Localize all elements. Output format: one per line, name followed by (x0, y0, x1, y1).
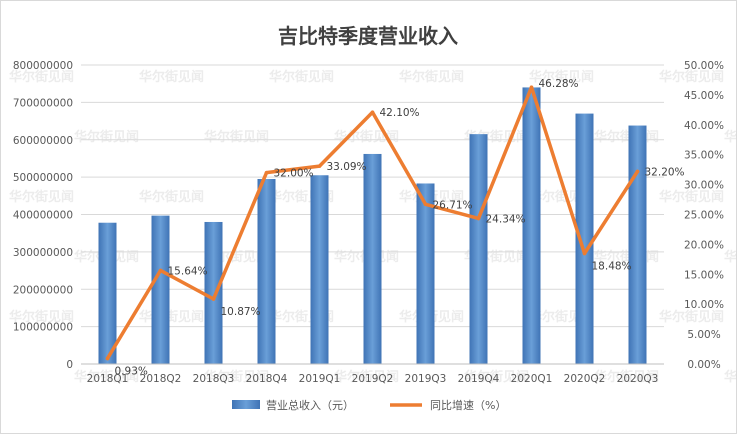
legend-bar-swatch (232, 400, 260, 409)
watermark-text: 华尔街见闻 (724, 369, 736, 385)
right-axis: 0.00% 5.00% 10.00% 15.00% 20.00% 25.00% 30.00%… (684, 60, 724, 371)
watermark-text: 华尔街见闻 (9, 189, 74, 205)
y-left-tick-label: 200000000 (13, 284, 73, 296)
watermark-text: 华尔街见闻 (659, 309, 724, 325)
growth-data-label: 46.28% (539, 78, 579, 90)
revenue-bar (628, 125, 647, 364)
line-series: 0.93% 15.64% 10.87% 32.00% 33.09% 42.10% 26.71… (105, 78, 685, 377)
x-tick-label: 2018Q3 (193, 373, 235, 385)
growth-data-label: 15.64% (168, 265, 208, 277)
growth-point (211, 297, 216, 301)
y-left-tick-label: 0 (66, 359, 73, 371)
y-right-tick-label: 15.00% (684, 269, 724, 281)
watermark-text: 华尔街见闻 (399, 69, 464, 85)
x-tick-label: 2020Q2 (564, 373, 606, 385)
left-axis: 0 100000000 200000000 300000000 400000000 500… (13, 60, 73, 371)
growth-data-label: 26.71% (433, 199, 473, 211)
watermark-text: 华尔街见闻 (529, 69, 594, 85)
watermark-text: 华尔街见闻 (594, 369, 659, 385)
watermark-text: 华尔街见闻 (659, 189, 724, 205)
y-right-tick-label: 0.00% (687, 359, 720, 371)
y-right-tick-label: 50.00% (684, 60, 724, 72)
x-tick-label: 2019Q4 (458, 373, 500, 385)
watermark-text: 华尔街见闻 (724, 249, 736, 265)
watermark-text: 华尔街见闻 (139, 189, 204, 205)
revenue-bar (204, 221, 223, 364)
y-right-tick-label: 45.00% (684, 90, 724, 102)
watermark-text: 华尔街见闻 (659, 69, 724, 85)
watermark-text: 华尔街见闻 (74, 369, 139, 385)
y-left-tick-label: 700000000 (13, 97, 73, 109)
growth-data-label: 32.00% (274, 168, 314, 180)
x-tick-label: 2019Q2 (352, 373, 394, 385)
growth-point (158, 268, 163, 273)
watermark-text: 华尔街见闻 (204, 129, 269, 145)
x-tick-label: 2019Q1 (299, 373, 341, 385)
watermark-text: 华尔街见闻 (724, 129, 736, 145)
watermark-text: 华尔街见闻 (464, 369, 529, 385)
growth-point (476, 216, 481, 221)
legend-line-label: 同比增速（%） (430, 398, 506, 412)
y-left-tick-label: 400000000 (13, 210, 73, 222)
y-left-tick-label: 800000000 (13, 60, 73, 72)
revenue-bar (310, 175, 329, 364)
y-right-tick-label: 25.00% (684, 210, 724, 222)
revenue-bar (98, 222, 117, 364)
x-tick-label: 2019Q3 (405, 373, 447, 385)
watermark-text: 华尔街见闻 (594, 129, 659, 145)
y-left-tick-label: 300000000 (13, 247, 73, 259)
x-tick-label: 2018Q2 (140, 373, 182, 385)
revenue-bar (575, 113, 594, 365)
revenue-bar (522, 87, 541, 365)
legend-bar-label: 营业总收入（元） (266, 398, 354, 412)
x-tick-label: 2020Q3 (617, 373, 659, 385)
x-tick-label: 2020Q1 (511, 373, 553, 385)
chart-title: 吉比特季度营业收入 (278, 24, 458, 48)
growth-point (423, 202, 428, 207)
y-right-tick-label: 20.00% (684, 239, 724, 251)
growth-point (529, 85, 534, 90)
revenue-bar (416, 183, 435, 364)
y-left-tick-label: 100000000 (13, 322, 73, 334)
growth-data-label: 24.34% (486, 213, 526, 225)
growth-data-label: 18.48% (592, 260, 632, 272)
y-right-tick-label: 30.00% (684, 180, 724, 192)
x-axis: 2018Q1 2018Q2 2018Q3 2018Q4 2019Q1 2019Q2 2019… (81, 363, 664, 385)
watermark-text: 华尔街见闻 (334, 369, 399, 385)
x-tick-label: 2018Q1 (87, 373, 129, 385)
watermark-text: 华尔街见闻 (139, 309, 204, 325)
x-tick-label: 2018Q4 (246, 373, 288, 385)
growth-data-label: 10.87% (221, 306, 261, 318)
watermark-text: 华尔街见闻 (9, 309, 74, 325)
y-right-tick-label: 5.00% (687, 329, 720, 341)
watermark-text: 华尔街见闻 (9, 69, 74, 85)
y-right-tick-label: 10.00% (684, 299, 724, 311)
growth-data-label: 33.09% (327, 161, 367, 173)
y-right-tick-label: 35.00% (684, 150, 724, 162)
revenue-bar (363, 153, 382, 364)
revenue-bar (151, 215, 170, 364)
growth-point (264, 170, 269, 175)
watermark-text: 华尔街见闻 (204, 369, 269, 385)
watermark-text: 华尔街见闻 (269, 69, 334, 85)
watermark-text: 华尔街见闻 (74, 129, 139, 145)
growth-data-label: 42.10% (380, 107, 420, 119)
growth-point (105, 356, 110, 361)
growth-data-label: 0.93% (115, 365, 148, 377)
revenue-bar (257, 178, 276, 364)
legend: 营业总收入（元） 同比增速（%） (232, 398, 506, 412)
growth-point (370, 110, 375, 115)
growth-point (635, 169, 640, 174)
growth-data-label: 32.20% (645, 166, 685, 178)
growth-point (582, 251, 587, 256)
revenue-bar (469, 134, 488, 364)
y-right-tick-label: 40.00% (684, 120, 724, 132)
watermark-text: 华尔街见闻 (139, 69, 204, 85)
y-left-tick-label: 600000000 (13, 135, 73, 147)
bar-series (98, 87, 647, 365)
y-left-tick-label: 500000000 (13, 172, 73, 184)
growth-point (317, 164, 322, 168)
